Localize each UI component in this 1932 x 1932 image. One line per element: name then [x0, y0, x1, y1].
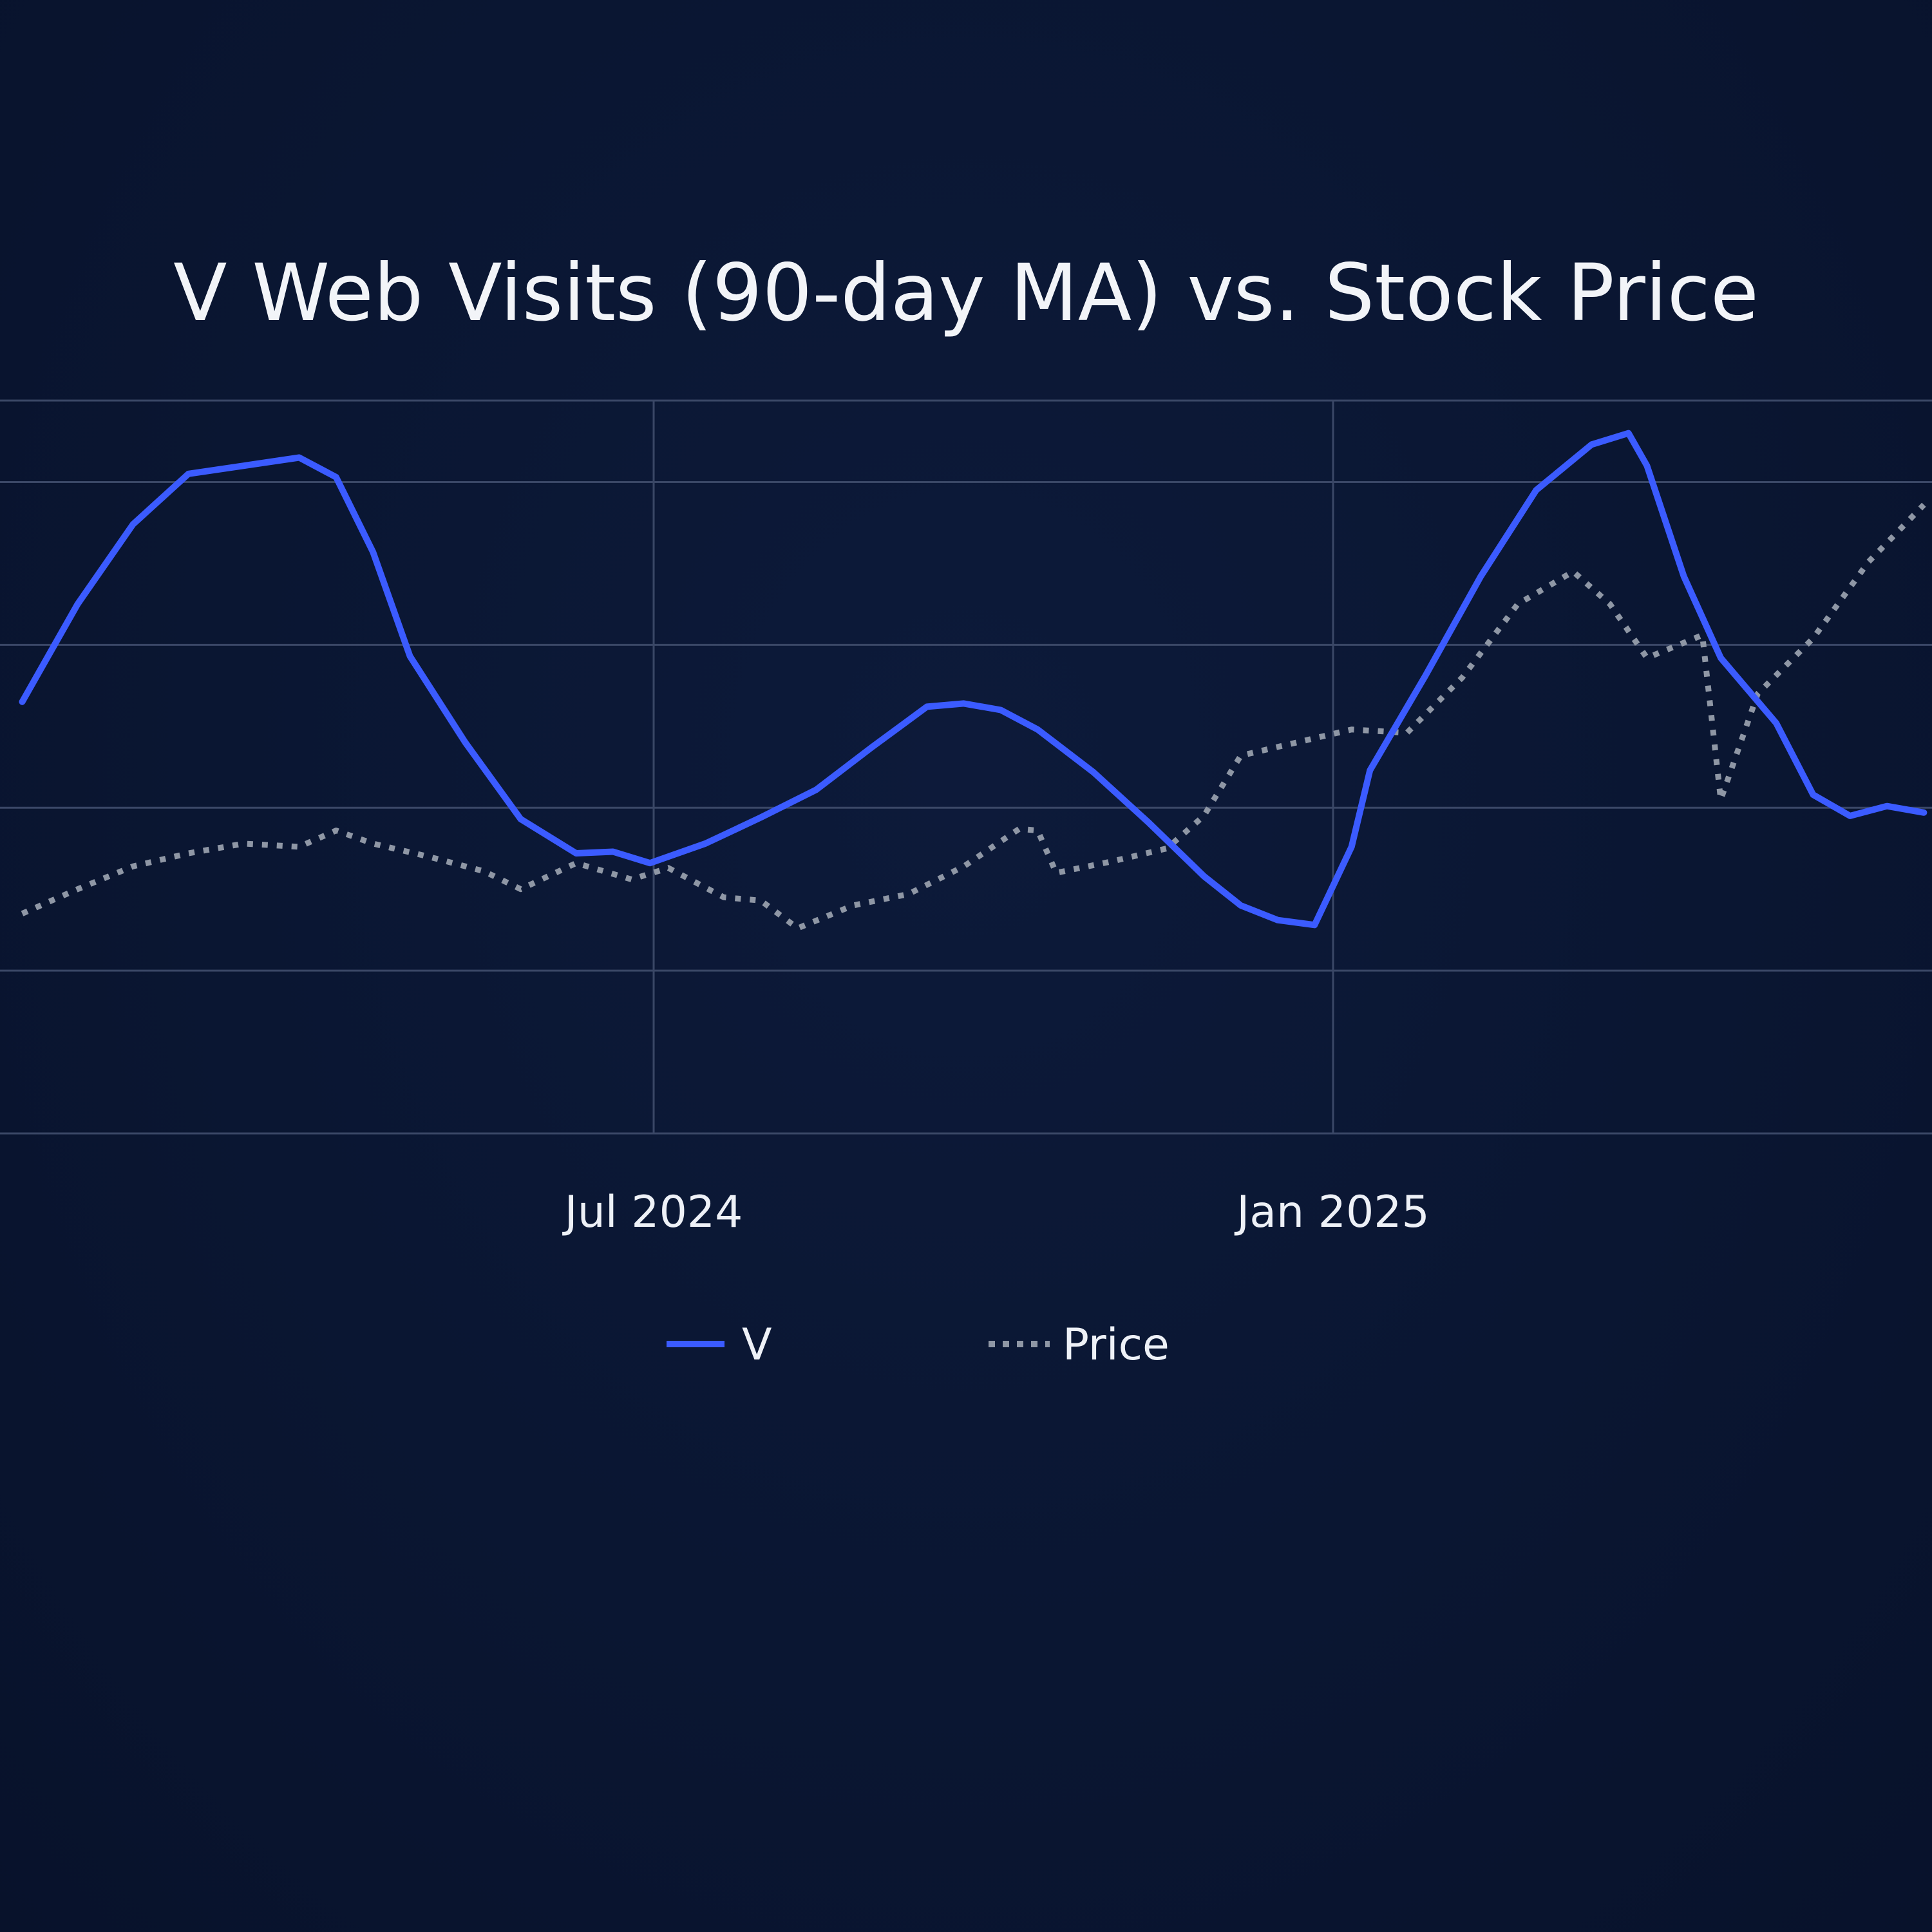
x-tick-label: Jul 2024 — [562, 1187, 743, 1238]
series-line-price — [21, 502, 1926, 931]
legend: V Price — [667, 1320, 1170, 1370]
series-layer — [19, 430, 1927, 931]
series-line-v — [19, 430, 1927, 929]
gridlines — [0, 399, 1932, 1135]
x-tick-label: Jan 2025 — [1234, 1187, 1430, 1238]
legend-label-v: V — [742, 1320, 772, 1370]
legend-label-price: Price — [1063, 1320, 1170, 1370]
x-axis-ticks: Jul 2024 Jan 2025 — [562, 1187, 1430, 1238]
chart-title: V Web Visits (90-day MA) vs. Stock Price — [173, 247, 1759, 339]
